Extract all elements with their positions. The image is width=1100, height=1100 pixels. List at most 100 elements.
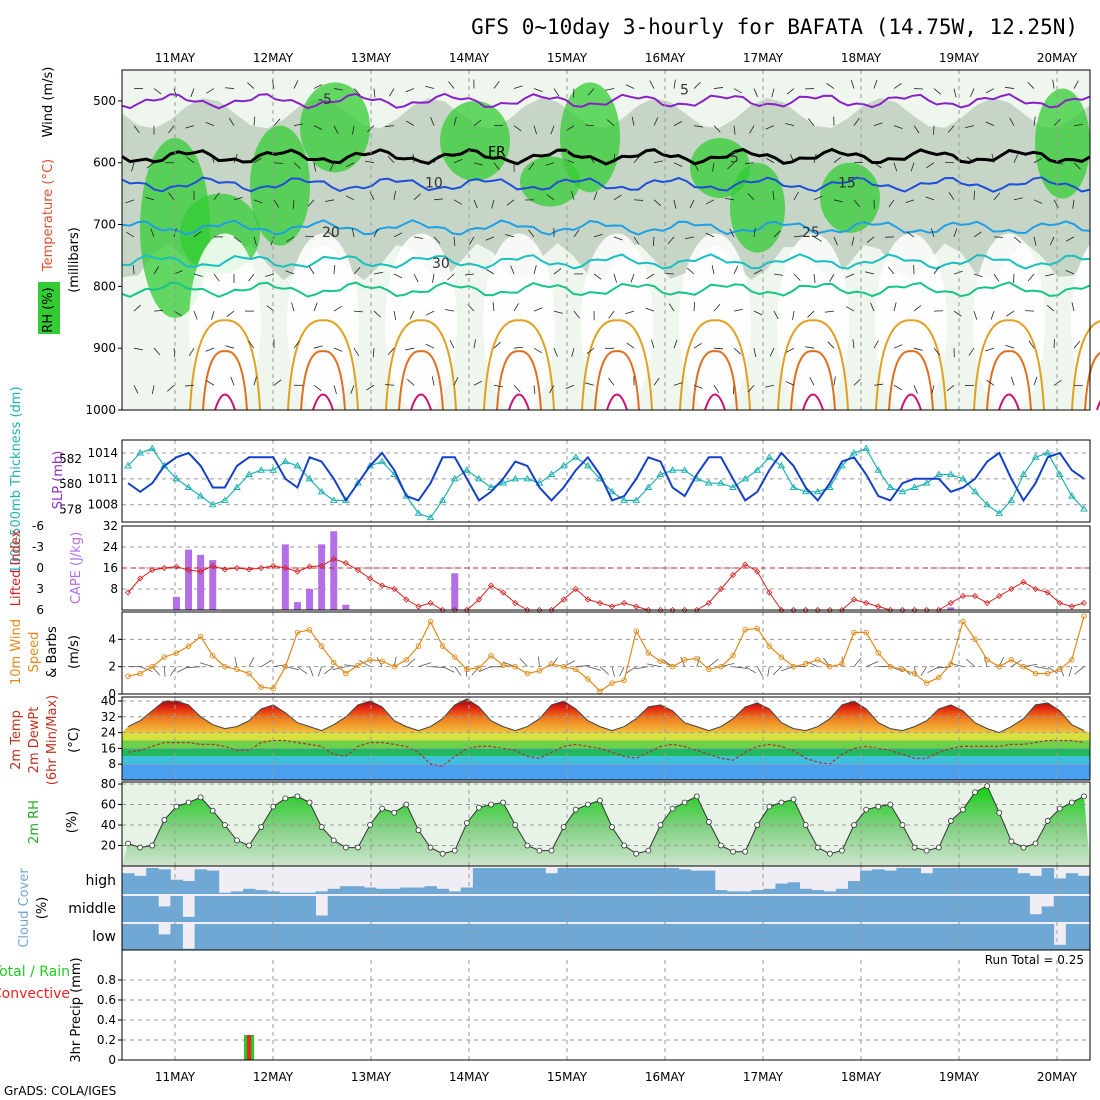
rh-point bbox=[246, 842, 252, 849]
rh-dry-lobe bbox=[973, 233, 1045, 414]
wind-barb bbox=[553, 348, 558, 357]
wind-barb bbox=[553, 310, 563, 314]
wind-barb bbox=[553, 88, 560, 97]
cloud-bar bbox=[799, 924, 813, 950]
wind-speed-point bbox=[790, 663, 797, 670]
surface-wind-barb bbox=[625, 666, 637, 674]
cloud-bar bbox=[134, 896, 147, 922]
cloud-bar bbox=[327, 888, 341, 894]
wind-barb bbox=[953, 270, 963, 275]
wind-barb bbox=[769, 348, 775, 357]
legend-wind: Wind (m/s) bbox=[41, 67, 56, 138]
cloud-bar bbox=[751, 890, 764, 894]
cloud-bar bbox=[521, 896, 534, 922]
wind-barb bbox=[866, 236, 875, 243]
lifted-index-point bbox=[1008, 585, 1015, 593]
temp-contour-35 bbox=[214, 393, 236, 411]
thickness-point bbox=[426, 513, 435, 521]
precip-frame bbox=[121, 949, 1091, 1061]
lifted-index-point bbox=[197, 568, 204, 575]
x-tick-label-bottom: 14MAY bbox=[449, 1070, 490, 1084]
wind-barb bbox=[733, 125, 736, 135]
cloud-bar bbox=[122, 873, 135, 894]
y-tick-label: 16 bbox=[101, 741, 116, 755]
wind-speed-point bbox=[923, 680, 930, 686]
rh-point bbox=[463, 820, 470, 826]
contour-label: 20 bbox=[322, 225, 340, 241]
lifted-index-point bbox=[500, 589, 507, 596]
cloud-bar bbox=[1005, 868, 1018, 894]
temp-contour-25 bbox=[385, 319, 457, 411]
wind-speed-point bbox=[548, 661, 555, 667]
lifted-index-point bbox=[633, 603, 640, 610]
temp-contour-35 bbox=[1096, 400, 1100, 411]
wind-barb bbox=[771, 88, 775, 98]
wind-barb bbox=[313, 84, 323, 89]
cloud-bar bbox=[1065, 896, 1079, 922]
wind-barb bbox=[953, 310, 962, 317]
cloud-bar bbox=[1065, 873, 1079, 894]
cloud-bar bbox=[1005, 896, 1018, 922]
wind-barb bbox=[993, 273, 1000, 282]
wind-barb bbox=[307, 199, 315, 207]
wind-speed-point bbox=[972, 636, 978, 643]
y-tick-label: 900 bbox=[93, 341, 116, 355]
wind-barb bbox=[888, 266, 895, 275]
wind-speed-point bbox=[331, 659, 337, 666]
wind-speed-point bbox=[645, 650, 652, 656]
wind-barb bbox=[125, 199, 135, 204]
lifted-index-point bbox=[717, 585, 725, 593]
temp-contour-35 bbox=[312, 393, 334, 411]
wind-barb bbox=[653, 199, 662, 207]
y-tick-label: 800 bbox=[93, 279, 116, 293]
cloud-bar bbox=[823, 924, 837, 950]
thickness-point bbox=[487, 483, 495, 490]
wind-speed-point bbox=[573, 666, 579, 673]
wind-barb bbox=[1073, 123, 1083, 127]
wind-barb bbox=[353, 347, 360, 357]
x-tick-label-top: 13MAY bbox=[351, 51, 392, 65]
wind-barb bbox=[793, 273, 801, 281]
wind-barb bbox=[265, 273, 275, 277]
wind-barb bbox=[153, 347, 161, 356]
wind-barb bbox=[807, 310, 815, 318]
wind-barb bbox=[1009, 117, 1015, 126]
wind-barb bbox=[384, 384, 395, 386]
thickness-point bbox=[898, 487, 907, 495]
rh-point bbox=[778, 799, 785, 806]
rh-ylabel-2: (%) bbox=[65, 811, 80, 834]
cloud-bar bbox=[799, 888, 813, 894]
cloud-level-label: high bbox=[85, 873, 116, 889]
wind-barb bbox=[432, 273, 435, 283]
wind-barb bbox=[572, 88, 575, 98]
wind-barb bbox=[986, 379, 995, 386]
cloud-bar bbox=[981, 924, 994, 950]
wind-barb bbox=[513, 85, 523, 89]
wind-barb bbox=[185, 125, 195, 129]
thickness-point bbox=[608, 487, 616, 495]
thickness-point bbox=[233, 483, 241, 490]
wind-barb bbox=[473, 119, 482, 126]
wind-barb bbox=[473, 162, 483, 166]
wind-barb bbox=[1013, 236, 1022, 244]
lifted-index-point bbox=[1080, 599, 1088, 607]
rh-point bbox=[209, 807, 216, 814]
rh-panel: 20 40 60 80 bbox=[101, 777, 1090, 866]
cloud-bar bbox=[835, 896, 849, 922]
wind-barb bbox=[705, 199, 715, 205]
cloud-bar bbox=[424, 896, 437, 922]
cloud-bar bbox=[327, 896, 341, 922]
wind-speed-point bbox=[984, 657, 990, 663]
wind-barb bbox=[993, 192, 1001, 201]
temp-contour-30 bbox=[300, 350, 346, 411]
wind-barb bbox=[184, 384, 195, 387]
wind-barb bbox=[206, 88, 215, 94]
slp-ylabel: SLP (mb) bbox=[51, 451, 66, 510]
wind-speed-point bbox=[585, 676, 591, 682]
thickness-point bbox=[813, 487, 822, 495]
x-tick-label-top: 15MAY bbox=[547, 51, 588, 65]
cloud-bar bbox=[775, 896, 788, 922]
wind-barb bbox=[533, 125, 538, 135]
wind-speed-point bbox=[355, 662, 361, 669]
wind-barb bbox=[193, 310, 198, 320]
